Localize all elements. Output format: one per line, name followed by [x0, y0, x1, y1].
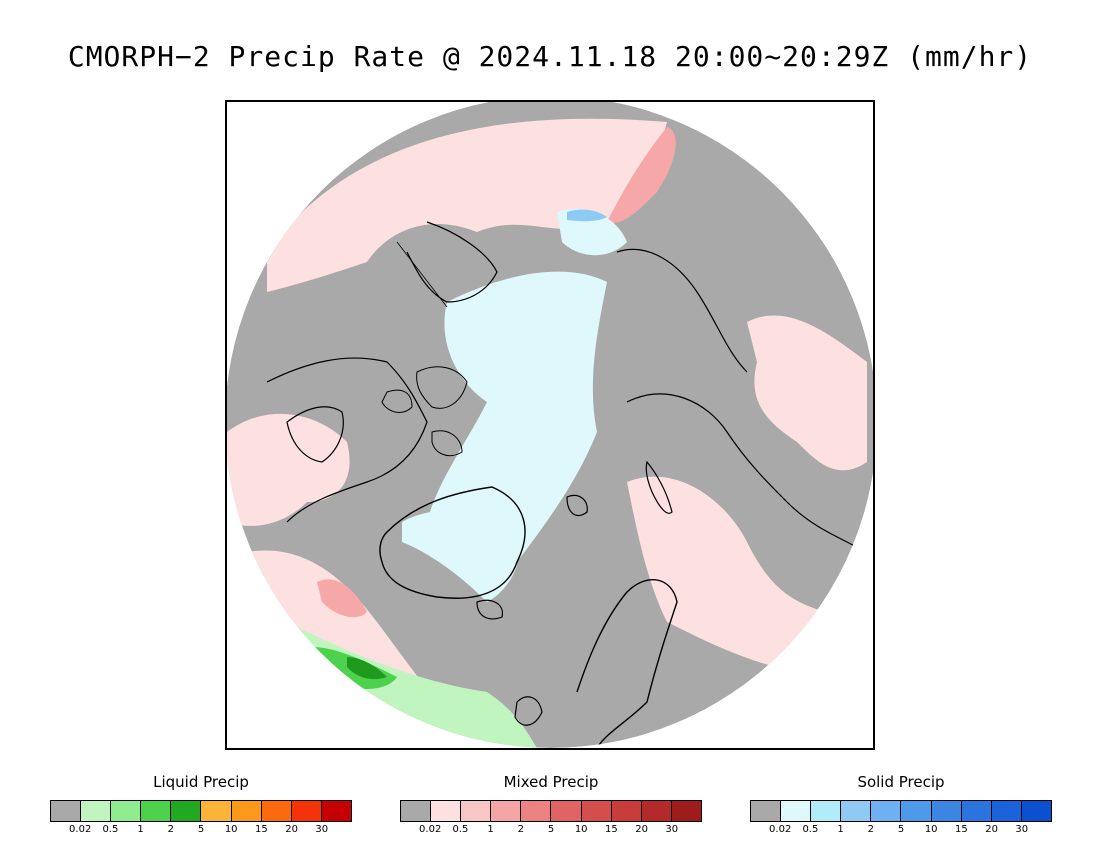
legend-tick-label: 10	[574, 824, 588, 835]
legend-tick-label: 2	[517, 824, 524, 835]
solid-precip-region-greenland	[402, 511, 520, 602]
legend-swatch	[461, 801, 492, 821]
country-border-alaska-canada	[396, 241, 448, 308]
coastline-scandinavia	[576, 579, 678, 748]
legend-tick-label: 30	[1015, 824, 1029, 835]
legend-swatch	[201, 801, 232, 821]
legend-tick-labels: 0.02 0.5 1 2 5 10 15 20 30	[750, 824, 1052, 838]
mixed-precip-region-bering	[607, 127, 676, 223]
liquid-precip-region-north-atlantic-intense	[347, 657, 387, 680]
legend-tick-label: 10	[924, 824, 938, 835]
legend-tick-label: 20	[285, 824, 298, 835]
legend-swatch	[991, 801, 1022, 821]
legend-swatch	[811, 801, 842, 821]
coastline-british-isles	[514, 696, 543, 726]
legend-swatch	[321, 801, 351, 821]
legend-swatch	[431, 801, 462, 821]
coastline-novaya-zemlya	[645, 460, 673, 514]
legend-tick-labels: 0.02 0.5 1 2 5 10 15 20 30	[50, 824, 352, 838]
legend-swatch	[81, 801, 112, 821]
legend-swatch	[111, 801, 142, 821]
legend-tick-label: 5	[197, 824, 205, 835]
legend-color-bar	[750, 800, 1052, 822]
legend-tick-label: 0.02	[419, 824, 442, 835]
legend-color-bar	[400, 800, 702, 822]
legend-swatch	[521, 801, 552, 821]
legend-swatch	[671, 801, 701, 821]
legend-tick-label: 0.5	[452, 824, 469, 835]
coastline-arctic-archipelago	[381, 366, 468, 457]
legend-swatch	[51, 801, 82, 821]
legend-title: Liquid Precip	[153, 773, 249, 791]
legend-tick-label: 20	[635, 824, 648, 835]
legend-tick-label: 0.5	[802, 824, 819, 835]
legend-tick-labels: 0.02 0.5 1 2 5 10 15 20 30	[400, 824, 702, 838]
legend-swatch	[581, 801, 612, 821]
coastline-alaska	[406, 221, 498, 303]
solid-precip-region-arctic-ocean	[427, 271, 607, 562]
legend-tick-label: 30	[665, 824, 679, 835]
legend-swatch	[841, 801, 872, 821]
coastline-hudson-bay	[286, 406, 344, 463]
legend-swatch	[401, 801, 432, 821]
legend-swatch	[551, 801, 582, 821]
legend-swatch	[901, 801, 932, 821]
legend-swatch	[751, 801, 782, 821]
legend-swatch	[261, 801, 292, 821]
legend-swatch	[871, 801, 902, 821]
solid-precip-region-kamchatka	[567, 209, 607, 222]
legend-tick-label: 1	[487, 824, 494, 835]
mixed-precip-region-labrador	[317, 579, 367, 618]
legend-swatch	[491, 801, 522, 821]
legend-swatch	[781, 801, 812, 821]
legend-tick-label: 15	[605, 824, 618, 835]
legend-tick-label: 15	[255, 824, 268, 835]
coastline-iceland	[476, 599, 504, 620]
legend-tick-label: 2	[867, 824, 874, 835]
legend-swatch	[611, 801, 642, 821]
mixed-precip-region-asia-west	[747, 315, 867, 471]
polar-precip-map	[225, 100, 875, 750]
legend-tick-label: 0.02	[69, 824, 92, 835]
legend-title: Mixed Precip	[503, 773, 599, 791]
coastline-siberia-east	[616, 248, 748, 373]
legend-swatch	[231, 801, 262, 821]
legend-tick-label: 30	[315, 824, 329, 835]
coastline-greenland	[379, 486, 526, 599]
legend-swatch	[141, 801, 172, 821]
legend-swatch	[961, 801, 992, 821]
legend-tick-label: 5	[547, 824, 555, 835]
mixed-precip-region-canada	[227, 413, 350, 526]
legend-tick-label: 5	[897, 824, 905, 835]
legend-tick-label: 0.5	[102, 824, 119, 835]
coastline-svalbard	[566, 494, 588, 517]
mixed-precip-region-north-pacific	[267, 118, 667, 292]
coastline-canada	[266, 357, 428, 523]
legend-swatch	[641, 801, 672, 821]
legend-swatch	[171, 801, 202, 821]
legend-tick-label: 1	[137, 824, 144, 835]
legend-swatch	[1021, 801, 1051, 821]
legend-swatch	[291, 801, 322, 821]
legend-liquid-precip: Liquid Precip 0.02 0.5 1 2 5 10 15 20 30	[50, 772, 352, 838]
legend-tick-label: 2	[167, 824, 174, 835]
chart-title: CMORPH−2 Precip Rate @ 2024.11.18 20:00~…	[67, 40, 1033, 73]
legend-color-bar	[50, 800, 352, 822]
legend-tick-label: 15	[955, 824, 968, 835]
legend-tick-label: 0.02	[769, 824, 792, 835]
legend-tick-label: 10	[224, 824, 238, 835]
legend-tick-label: 20	[985, 824, 998, 835]
legend-title: Solid Precip	[857, 773, 945, 791]
mixed-precip-region-eurasia	[627, 476, 836, 672]
legend-tick-label: 1	[837, 824, 844, 835]
legend-mixed-precip: Mixed Precip 0.02 0.5 1 2 5 10 15 20 30	[400, 772, 702, 838]
legend-solid-precip: Solid Precip 0.02 0.5 1 2 5 10 15 20 30	[750, 772, 1052, 838]
legend-swatch	[931, 801, 962, 821]
